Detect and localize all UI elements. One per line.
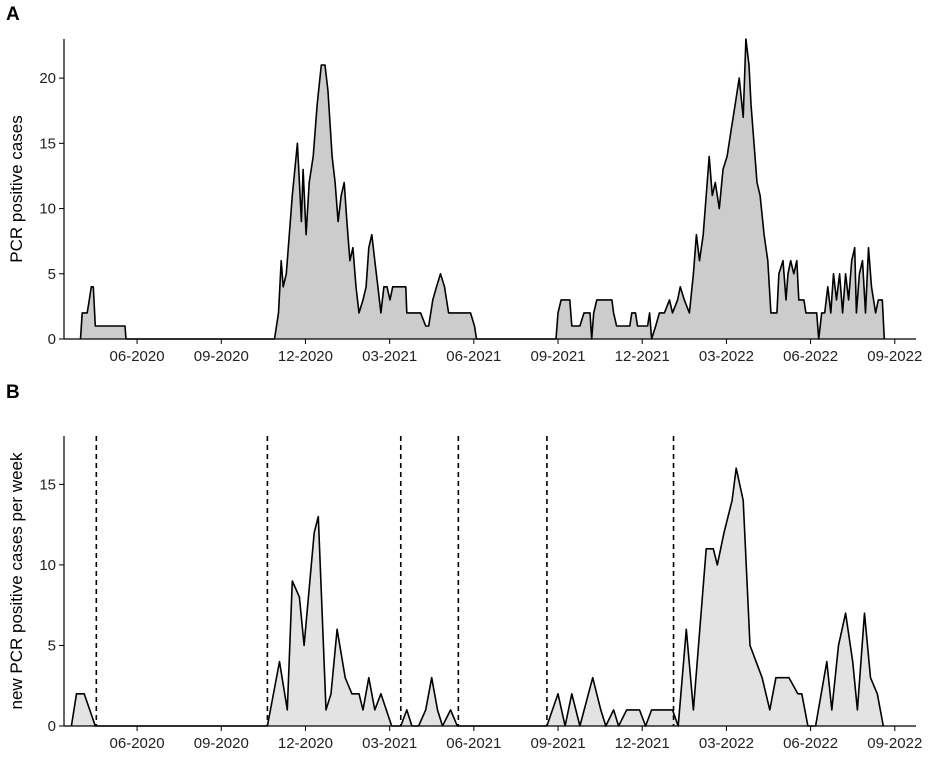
x-tick-label: 09-2020: [194, 735, 249, 752]
y-tick-label: 10: [39, 557, 56, 574]
y-tick-label: 5: [48, 637, 56, 654]
x-tick-label: 06-2022: [783, 735, 838, 752]
area-line: [70, 467, 885, 727]
x-tick-label: 06-2022: [783, 348, 838, 365]
x-tick-label: 06-2021: [446, 735, 501, 752]
x-tick-label: 06-2020: [110, 348, 165, 365]
x-tick-label: 06-2020: [110, 735, 165, 752]
x-tick-label: 09-2022: [867, 735, 922, 752]
y-tick-label: 20: [39, 70, 56, 87]
x-tick-label: 12-2020: [278, 735, 333, 752]
y-tick-label: 10: [39, 201, 56, 218]
y-axis-label: new PCR positive cases per week: [7, 452, 26, 710]
panel-label: A: [6, 4, 20, 25]
panel-label: B: [6, 382, 20, 403]
x-tick-label: 03-2022: [699, 348, 754, 365]
x-tick-label: 09-2021: [530, 735, 585, 752]
x-tick-label: 06-2021: [446, 348, 501, 365]
area-line: [79, 38, 886, 340]
x-tick-label: 09-2021: [530, 348, 585, 365]
y-tick-label: 0: [48, 331, 56, 348]
x-tick-label: 03-2021: [362, 348, 417, 365]
x-tick-label: 03-2022: [699, 735, 754, 752]
y-tick-label: 15: [39, 135, 56, 152]
y-axis-label: PCR positive cases: [7, 115, 26, 262]
x-tick-label: 09-2020: [194, 348, 249, 365]
area-fill: [71, 468, 884, 726]
y-tick-label: 5: [48, 266, 56, 283]
x-tick-label: 12-2021: [615, 348, 670, 365]
x-tick-label: 12-2020: [278, 348, 333, 365]
area-fill: [80, 39, 885, 339]
x-tick-label: 09-2022: [867, 348, 922, 365]
y-tick-label: 0: [48, 718, 56, 735]
x-tick-label: 12-2021: [615, 735, 670, 752]
x-tick-label: 03-2021: [362, 735, 417, 752]
y-tick-label: 15: [39, 476, 56, 493]
